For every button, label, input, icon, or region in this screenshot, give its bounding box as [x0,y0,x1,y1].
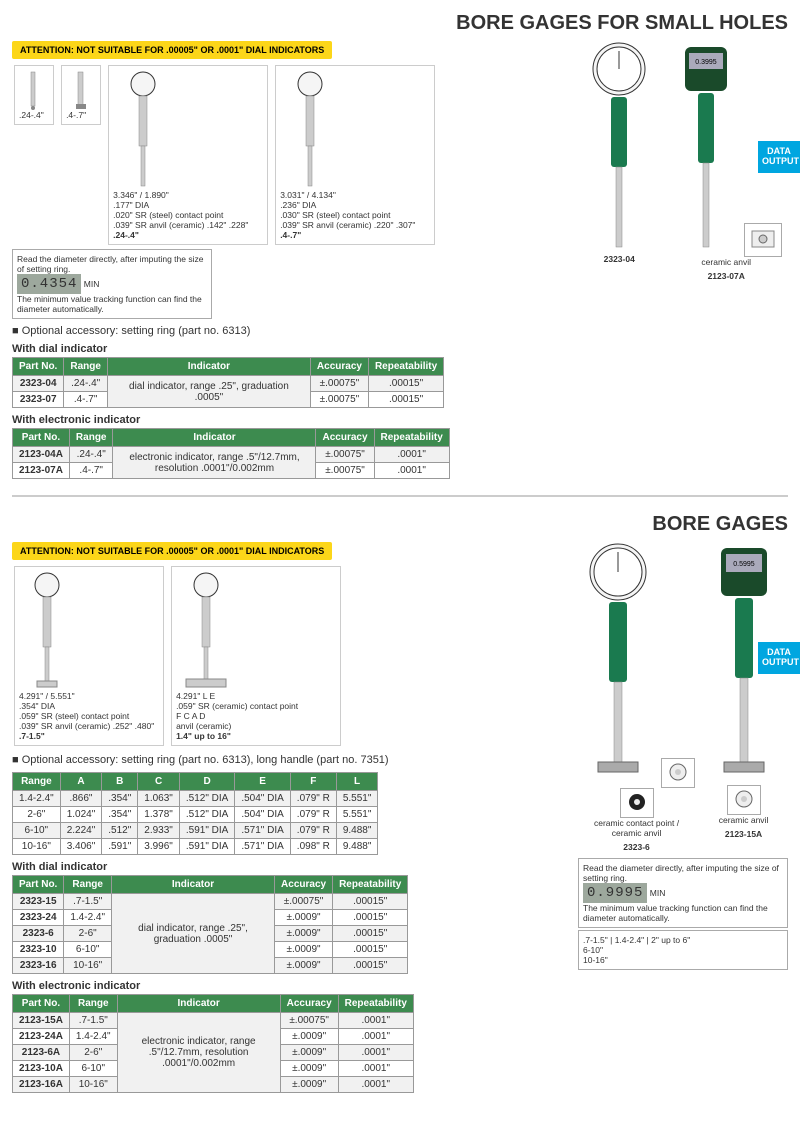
table-title-elec-2: With electronic indicator [12,980,570,992]
table-dial-1: Part No. Range Indicator Accuracy Repeat… [12,357,444,408]
table-title-elec-1: With electronic indicator [12,414,570,426]
table-row: 2323-04 .24-.4" dial indicator, range .2… [13,376,444,392]
lcd-display-1: 0.4354 [17,274,81,294]
section-title-1: BORE GAGES FOR SMALL HOLES [12,12,788,35]
table-row: 6-10"2.224".512"2.933".591" DIA.571" DIA… [13,823,378,839]
table-row: 2123-15A.7-1.5"electronic indicator, ran… [13,1013,414,1029]
table-title-dial-1: With dial indicator [12,343,570,355]
gage-image-1: 2323-04 [584,41,654,281]
probe-diagram-2: .4-.7" [61,65,101,125]
section-small-holes: BORE GAGES FOR SMALL HOLES ATTENTION: NO… [12,12,788,497]
attention-box-2: ATTENTION: NOT SUITABLE FOR .00005" OR .… [12,542,332,560]
table-elec-1: Part No. Range Indicator Accuracy Repeat… [12,428,450,479]
tech-drawing-a: 3.346" / 1.890" .177" DIA .020" SR (stee… [108,65,268,245]
table-row: 10-16"3.406".591"3.996".591" DIA.571" DI… [13,839,378,855]
probe-range-box: .7-1.5" | 1.4-2.4" | 2" up to 6" 6-10" 1… [578,930,788,970]
dimension-table: RangeABCDEFL1.4-2.4".866".354"1.063".512… [12,772,378,855]
svg-text:0.3995: 0.3995 [695,59,717,66]
table-row: 2-6"1.024".354"1.378".512" DIA.504" DIA.… [13,807,378,823]
optional-text-2: ■ Optional accessory: setting ring (part… [12,754,570,766]
tech-drawing-b: 3.031" / 4.134" .236" DIA .030" SR (stee… [275,65,435,245]
anvil-detail-1 [744,223,782,257]
gage-image-4: 0.5995 ceramic anvil 2123-15A [699,542,788,852]
table-row: 2323-15.7-1.5"dial indicator, range .25"… [13,894,408,910]
data-output-badge-2: DATA OUTPUT [758,642,800,674]
svg-text:0.5995: 0.5995 [733,561,755,568]
section-bore-gages: BORE GAGES ATTENTION: NOT SUITABLE FOR .… [12,513,788,1109]
table-dial-2: Part No.RangeIndicatorAccuracyRepeatabil… [12,875,408,974]
lcd-display-2: 0.9995 [583,883,647,903]
table-title-dial-2: With dial indicator [12,861,570,873]
table-elec-2: Part No.RangeIndicatorAccuracyRepeatabil… [12,994,414,1093]
data-output-badge-1: DATA OUTPUT [758,141,800,173]
section-title-2: BORE GAGES [12,513,788,536]
tech-drawing-d: 4.291" L E .059" SR (ceramic) contact po… [171,566,341,746]
table-row: 1.4-2.4".866".354"1.063".512" DIA.504" D… [13,791,378,807]
gage-image-3: ceramic contact point / ceramic anvil 23… [578,542,695,852]
table-row: 2123-04A .24-.4" electronic indicator, r… [13,447,450,463]
probe-diagram-1: .24-.4" [14,65,54,125]
lcd-info-box-2: Read the diameter directly, after imputi… [578,858,788,928]
attention-box-1: ATTENTION: NOT SUITABLE FOR .00005" OR .… [12,41,332,59]
optional-text-1: ■ Optional accessory: setting ring (part… [12,325,570,337]
lcd-info-box-1: Read the diameter directly, after imputi… [12,249,212,319]
tech-drawing-c: 4.291" / 5.551" .354" DIA .059" SR (stee… [14,566,164,746]
